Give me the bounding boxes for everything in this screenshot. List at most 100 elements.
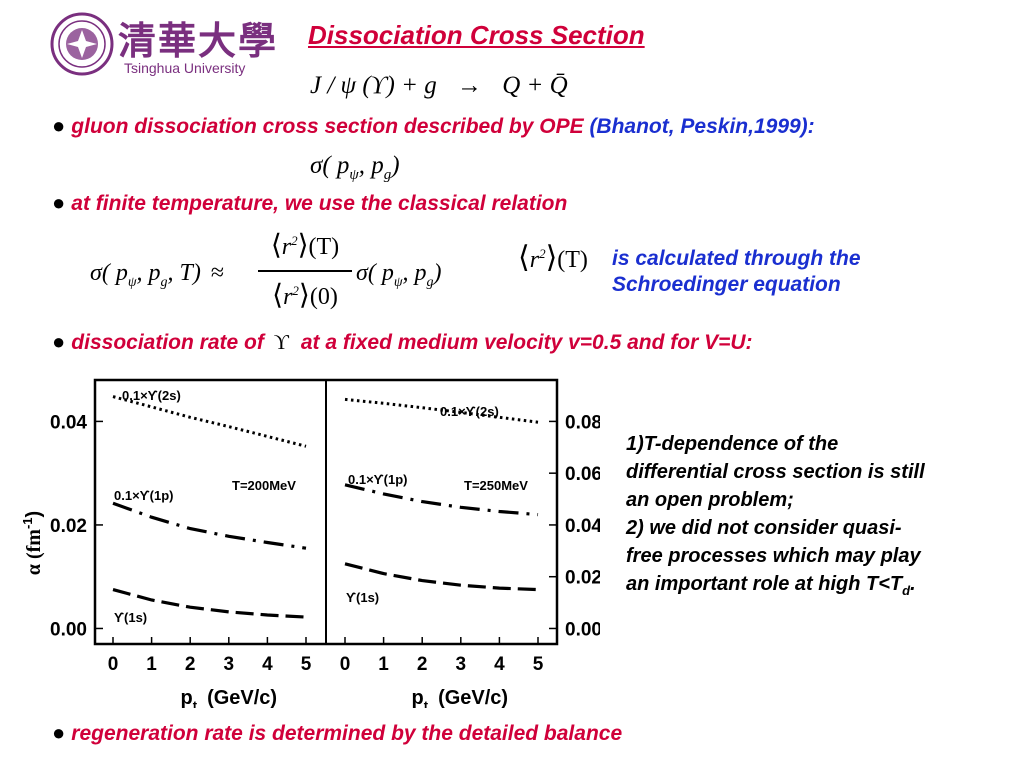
dissociation-rate-chart: 0 1 2 3 4 5 0.00 0.02 0.04 0.1×ϒ(2s) 0.1×ϒ(1p) ϒ(1s…	[20, 378, 600, 708]
bullet-rate-text-after: at a fixed medium velocity v=0.5 and for…	[300, 331, 753, 354]
x-tick-label: 3	[456, 654, 467, 675]
r-label-T: (T)	[557, 247, 588, 273]
x-tick-label: 0	[108, 654, 119, 675]
bullet-icon: ●	[52, 190, 66, 215]
y-tick-label: 0.02	[50, 516, 87, 537]
x-axis-title: pt (GeV/c)	[412, 687, 509, 708]
schroedinger-note-line-2: Schroedinger equation	[612, 273, 841, 296]
x-tick-label: 4	[494, 654, 505, 675]
fraction-bar	[258, 270, 352, 272]
sigma-sub-g: g	[383, 167, 392, 183]
note-end: .	[910, 573, 916, 595]
tsinghua-seal-icon	[50, 12, 114, 76]
fraction-denominator: ⟨r2⟩(0)	[272, 280, 338, 311]
bullet-icon: ●	[52, 113, 66, 138]
bullet-rate-text: dissociation rate of	[71, 331, 264, 354]
panel-temperature-label: T=250MeV	[464, 478, 528, 493]
bullet-ope-reference: (Bhanot, Peskin,1999):	[589, 115, 815, 138]
x-tick-label: 5	[301, 654, 312, 675]
series-line-dotted	[344, 397, 539, 424]
schroedinger-note: is calculated through the Schroedinger e…	[612, 246, 861, 298]
x-tick-label: 2	[417, 654, 428, 675]
bullet-finite-text: at finite temperature, we use the classi…	[71, 192, 568, 215]
x-tick-label: 3	[224, 654, 235, 675]
x-axis-title: pt (GeV/c)	[181, 687, 278, 708]
finite-lhs-sigma: σ( p	[90, 260, 128, 286]
r-label-power: 2	[539, 246, 546, 261]
bullet-icon: ●	[52, 329, 66, 354]
y-tick-label: 0.02	[565, 568, 600, 589]
logo-chinese-text: 清華大學	[118, 18, 279, 63]
series-label: 0.1×ϒ(1p)	[114, 488, 174, 503]
x-tick-label: 4	[262, 654, 273, 675]
sigma-end: )	[391, 152, 400, 179]
note-line-5: free processes which may play	[626, 545, 921, 567]
panel-temperature-label: T=200MeV	[232, 478, 296, 493]
fraction-numerator: ⟨r2⟩(T)	[270, 230, 340, 261]
numerator-T: (T)	[308, 234, 340, 260]
note-line-6: an important role at high T<Td.	[626, 570, 1021, 605]
sigma-mid: , p	[358, 152, 384, 179]
finite-rhs-sub-g: g	[426, 274, 434, 290]
x-tick-label: 5	[533, 654, 544, 675]
series-label: 0.1×ϒ(2s)	[122, 388, 181, 403]
finite-sub-psi: ψ	[127, 274, 137, 290]
bullet-regeneration-text: regeneration rate is determined by the d…	[71, 722, 623, 745]
logo-english-text: Tsinghua University	[124, 60, 246, 76]
y-tick-label: 0.04	[50, 412, 87, 433]
finite-mid: , p	[136, 260, 161, 286]
finite-rhs-end: )	[433, 260, 442, 286]
series-line-dashed	[112, 588, 307, 619]
finite-rhs-sub-psi: ψ	[393, 274, 403, 290]
finite-rhs: σ( pψ, pg)	[356, 260, 442, 291]
denominator-r: r	[283, 284, 293, 310]
series-line-dashdot	[112, 501, 307, 550]
x-tick-label: 1	[146, 654, 157, 675]
note-sub-d: d	[902, 583, 911, 598]
finite-sub-g: g	[160, 274, 168, 290]
series-line-dashed	[344, 562, 539, 592]
reaction-arrow: →	[457, 72, 482, 99]
bullet-ope: ● gluon dissociation cross section descri…	[52, 113, 815, 139]
finite-rhs-sigma: σ( p	[356, 260, 394, 286]
notes-text: 1)T-dependence of the differential cross…	[626, 430, 1021, 605]
y-tick-label: 0.06	[565, 464, 600, 485]
upsilon-symbol: ϒ	[273, 330, 289, 354]
y-tick-label: 0.00	[565, 619, 600, 640]
x-tick-label: 2	[185, 654, 196, 675]
note-line-1: 1)T-dependence of the	[626, 433, 839, 455]
denominator-zero: (0)	[309, 284, 338, 310]
y-axis-title: α (fm-1)	[20, 511, 45, 575]
approx-symbol: ≈	[210, 260, 225, 286]
finite-T: , T)	[167, 260, 201, 286]
x-tick-label: 0	[340, 654, 351, 675]
r-squared-label: ⟨r2⟩(T)	[518, 241, 588, 274]
finite-rhs-mid: , p	[402, 260, 427, 286]
numerator-power: 2	[291, 233, 298, 248]
reaction-rhs: Q + Q̄	[502, 72, 568, 99]
r-label-r: r	[529, 247, 540, 273]
finite-temperature-formula: σ( pψ, pg, T) ≈ ⟨r2⟩(T) ⟨r2⟩(0) σ( pψ, p…	[90, 228, 480, 316]
sigma-formula: σ( pψ, pg)	[310, 152, 400, 184]
denominator-power: 2	[292, 283, 299, 298]
y-tick-label: 0.08	[565, 412, 600, 433]
bullet-ope-text: gluon dissociation cross section describ…	[71, 115, 584, 138]
note-line-3: an open problem;	[626, 489, 794, 511]
numerator-r: r	[281, 234, 292, 260]
reaction-formula: J / ψ (ϒ) + g → Q + Q̄	[310, 72, 568, 100]
series-line-dotted	[112, 395, 307, 448]
finite-lhs: σ( pψ, pg, T) ≈	[90, 260, 224, 291]
series-label: ϒ(1s)	[346, 590, 379, 605]
note-line-2: differential cross section is still	[626, 461, 925, 483]
page-title: Dissociation Cross Section	[308, 20, 645, 50]
note-line-6-text: an important role at high T<T	[626, 573, 903, 595]
tsinghua-logo: 清華大學 Tsinghua University	[48, 8, 276, 80]
note-line-4: 2) we did not consider quasi-	[626, 517, 902, 539]
series-label: 0.1×ϒ(2s)	[440, 404, 499, 419]
bullet-regeneration: ● regeneration rate is determined by the …	[52, 720, 622, 746]
y-tick-label: 0.00	[50, 619, 87, 640]
series-label: ϒ(1s)	[114, 610, 147, 625]
bullet-icon: ●	[52, 720, 66, 745]
x-tick-label: 1	[378, 654, 389, 675]
